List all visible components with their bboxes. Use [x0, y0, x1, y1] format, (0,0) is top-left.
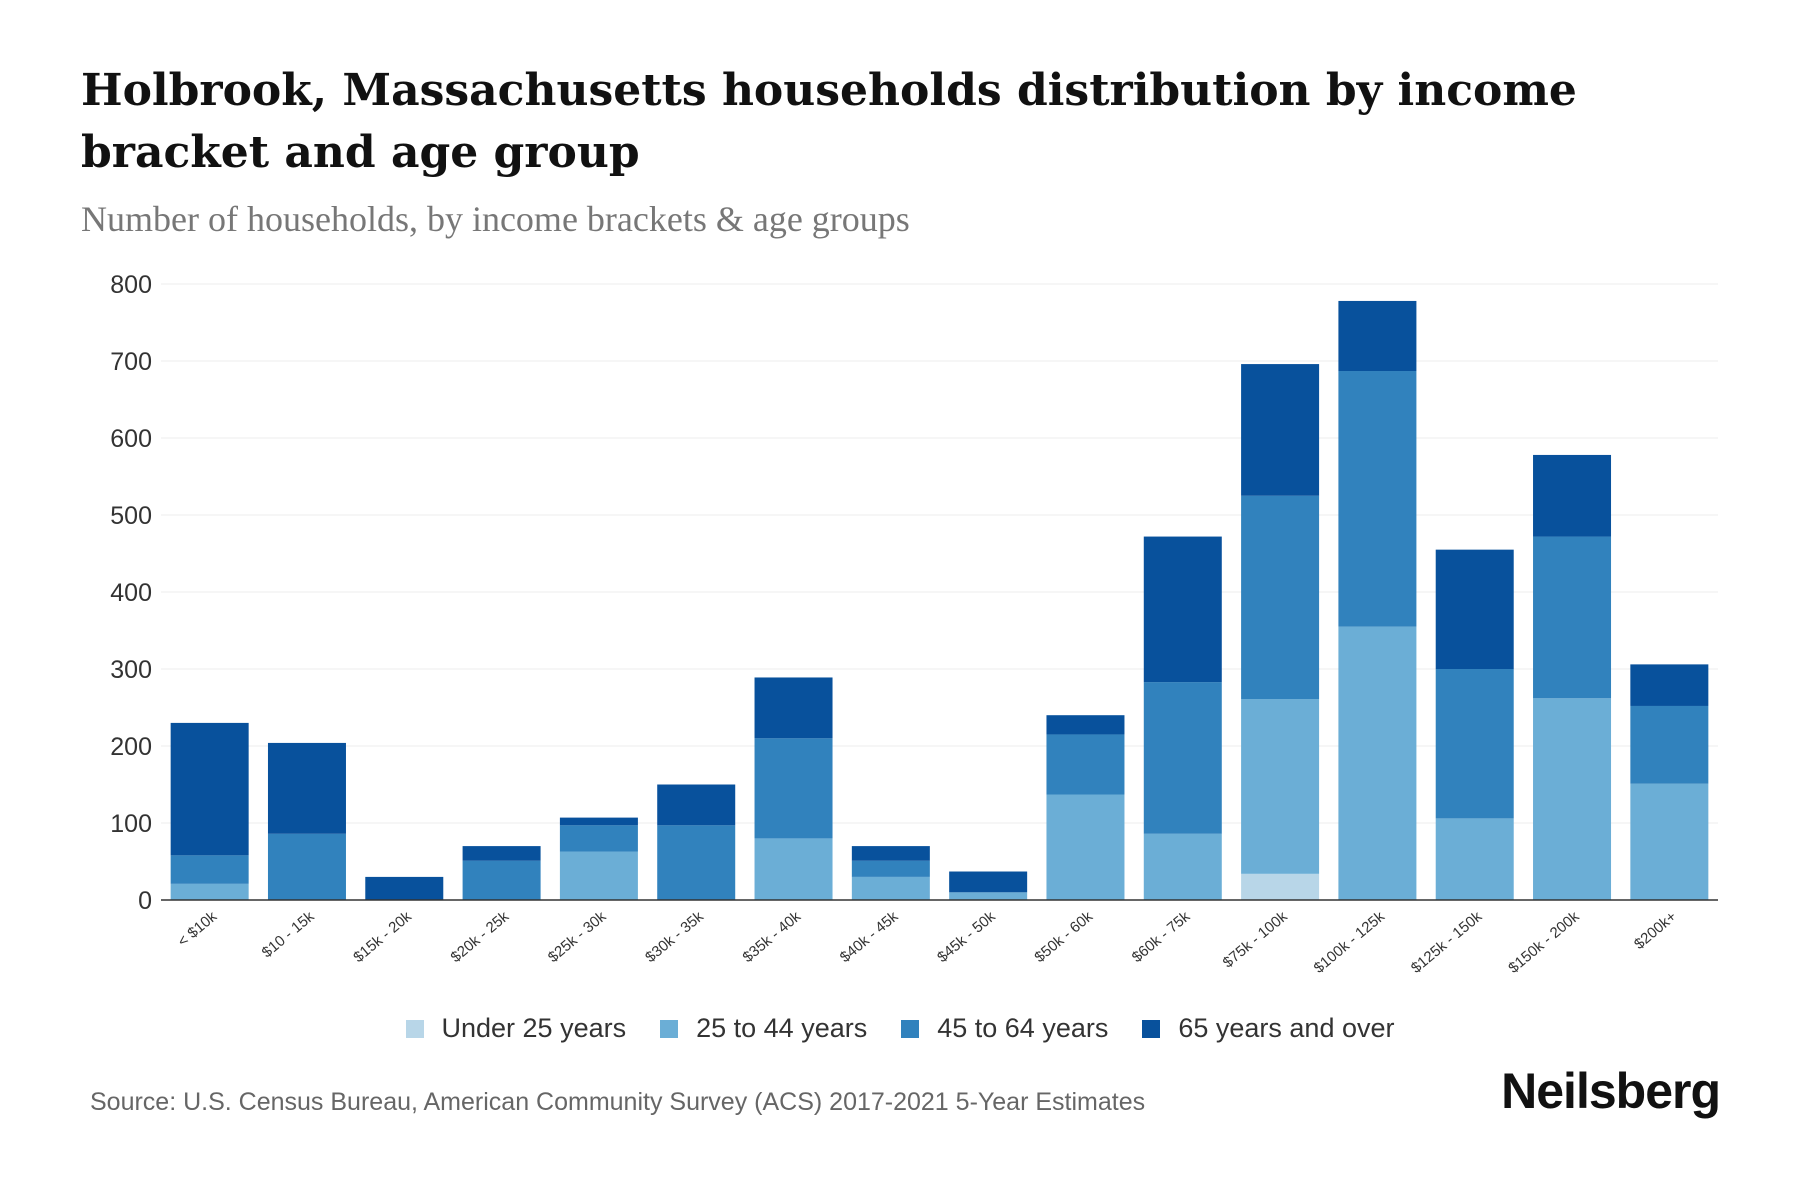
x-tick-label: $40k - 45k [837, 908, 902, 966]
bar-segment [170, 722, 249, 856]
bar-segment [1630, 664, 1709, 706]
legend-label: 45 to 64 years [937, 1013, 1109, 1043]
bar-segment [1241, 364, 1320, 496]
y-tick-label: 500 [110, 502, 152, 530]
bar-segment [267, 742, 346, 834]
x-tick-label: $200k+ [1631, 908, 1680, 953]
bar-segment [851, 860, 930, 877]
bar-segment [1630, 783, 1709, 900]
bar-segment [1046, 734, 1125, 795]
x-tick-label: $100k - 125k [1311, 908, 1389, 977]
legend-label: 65 years and over [1178, 1013, 1395, 1043]
legend-item: 45 to 64 years [901, 1013, 1108, 1044]
x-tick-label: < $10k [174, 908, 220, 951]
bar-segment [559, 817, 638, 826]
chart-plot: 0 100 200 300 400 500 600 700 800 < $10k $10 - 15k… [110, 271, 1718, 977]
bar-segment [1435, 669, 1514, 819]
bar-segment [754, 677, 833, 739]
bar-segment [1533, 698, 1612, 900]
bar-segment [1143, 833, 1222, 900]
bar-segment [657, 825, 736, 900]
bar-segment [1435, 549, 1514, 669]
bar-segment [170, 883, 249, 900]
bar-segment [170, 855, 249, 884]
x-tick-label: $150k - 200k [1505, 908, 1583, 977]
bar-segment [1630, 705, 1709, 784]
bar-segment [1338, 371, 1417, 627]
brand-logo: Neilsberg [1501, 1063, 1721, 1119]
x-tick-label: $25k - 30k [545, 908, 610, 966]
bar-segment [1338, 300, 1417, 372]
bar-segment [754, 838, 833, 900]
bar-segment [559, 825, 638, 852]
x-tick-label: $75k - 100k [1220, 908, 1291, 972]
legend-swatch [901, 1019, 920, 1038]
y-tick-label: 300 [110, 656, 152, 684]
x-tick-label: $50k - 60k [1031, 908, 1096, 966]
bar-segment [851, 876, 930, 900]
chart-title: Holbrook, Massachusetts households distr… [81, 65, 1577, 178]
x-tick-label: $30k - 35k [642, 908, 707, 966]
bar-segment [462, 860, 541, 900]
legend-swatch [1142, 1019, 1161, 1038]
y-tick-label: 200 [110, 733, 152, 761]
bar-segment [1241, 495, 1320, 700]
bar-segment [949, 871, 1028, 893]
bar-segment [851, 846, 930, 861]
bar-segment [754, 738, 833, 839]
x-tick-label: $45k - 50k [934, 908, 999, 966]
bar-segment [559, 851, 638, 900]
legend-label: Under 25 years [441, 1013, 627, 1043]
bar-segment [1143, 536, 1222, 683]
bar-segment [267, 833, 346, 900]
bar-segment [949, 892, 1028, 900]
x-tick-label: $10 - 15k [259, 908, 318, 962]
bar-segment [657, 784, 736, 826]
bar-segment [1241, 873, 1320, 900]
y-tick-label: 700 [110, 348, 152, 376]
legend-swatch [405, 1019, 424, 1038]
y-tick-label: 600 [110, 425, 152, 453]
x-tick-label: $60k - 75k [1129, 908, 1194, 966]
legend-item: 65 years and over [1142, 1013, 1395, 1044]
y-tick-label: 400 [110, 579, 152, 607]
bar-segment [1533, 454, 1612, 537]
bar-segment [1533, 536, 1612, 699]
bar-segment [365, 876, 444, 900]
bar-segment [1435, 818, 1514, 900]
bar-segment [1046, 794, 1125, 900]
bar-segment [1338, 626, 1417, 900]
y-tick-label: 800 [110, 271, 152, 299]
chart-subtitle: Number of households, by income brackets… [81, 199, 910, 239]
x-tick-label: $20k - 25k [448, 908, 513, 966]
legend-label: 25 to 44 years [696, 1013, 868, 1043]
legend-item: Under 25 years [405, 1013, 627, 1044]
source-note: Source: U.S. Census Bureau, American Com… [90, 1088, 1146, 1116]
bar-segment [1241, 699, 1320, 874]
x-tick-label: $35k - 40k [740, 908, 805, 966]
bar-segment [462, 846, 541, 861]
bar-segment [1046, 715, 1125, 735]
y-tick-label: 0 [138, 887, 152, 915]
bar-segment [1143, 682, 1222, 834]
x-tick-label: $125k - 150k [1408, 908, 1486, 977]
y-tick-label: 100 [110, 810, 152, 838]
legend-swatch [660, 1019, 679, 1038]
legend-item: 25 to 44 years [660, 1013, 867, 1044]
legend: Under 25 years 25 to 44 years 45 to 64 yea… [0, 1013, 1800, 1044]
x-tick-label: $15k - 20k [350, 908, 415, 966]
